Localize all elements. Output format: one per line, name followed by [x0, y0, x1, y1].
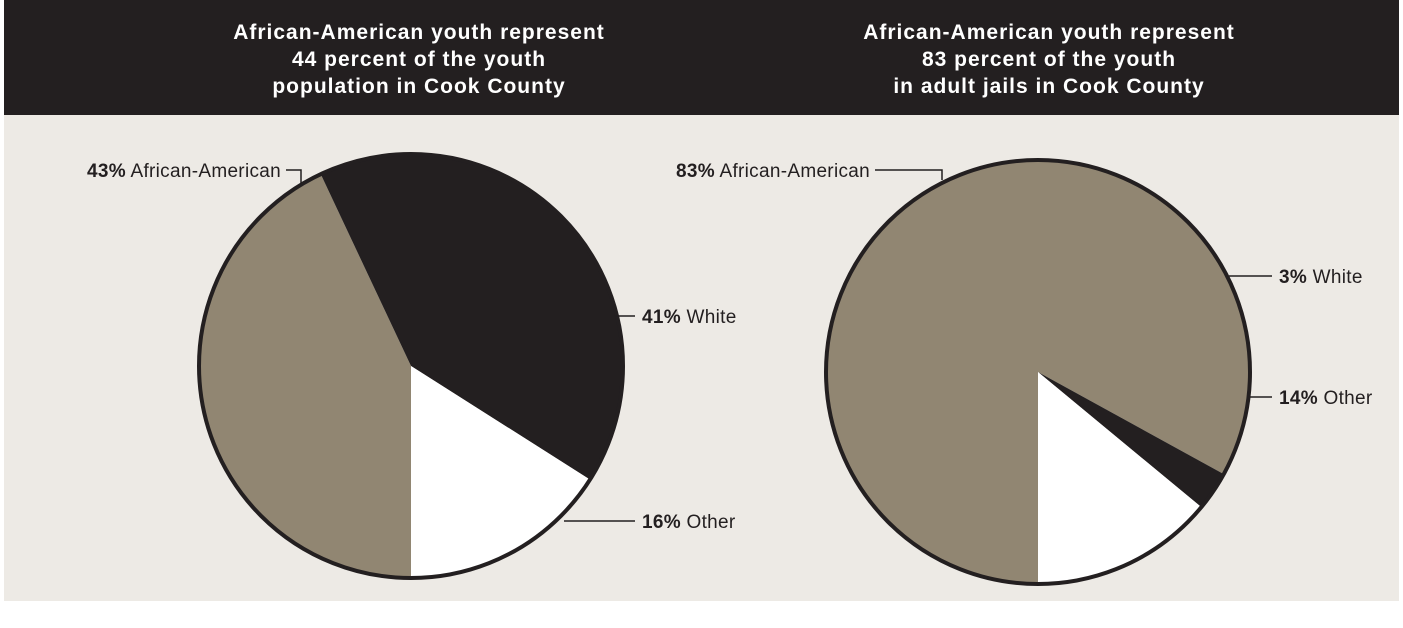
chart-1-slice-white	[320, 153, 624, 480]
pie-charts-svg: 43% African-American 41% White 16% Other 83…	[87, 152, 1373, 586]
chart-1-label-name: White	[681, 307, 737, 328]
chart-1-label-white: 41% White	[642, 307, 737, 328]
chart-1-label-pct: 41%	[642, 307, 681, 328]
chart-1-outline	[197, 152, 625, 580]
chart-1-title-line-3: population in Cook County	[272, 75, 566, 98]
chart-1-title-line-2: 44 percent of the youth	[291, 48, 547, 71]
chart-1-label-pct: 16%	[642, 512, 681, 533]
chart-1-label-african-american: 43% African-American	[87, 161, 281, 182]
chart-2-title: African-American youth represent 83 perc…	[739, 19, 1359, 100]
chart-1-label-other: 16% Other	[642, 512, 736, 533]
chart-2-label-pct: 14%	[1279, 388, 1318, 409]
chart-2-slice-white	[1038, 372, 1224, 508]
chart-2-label-pct: 3%	[1279, 267, 1307, 288]
chart-2-outline	[824, 158, 1252, 586]
chart-2-slice-other	[1038, 372, 1202, 584]
chart-2-slice-african-american	[826, 160, 1251, 584]
chart-1-slice-african-american	[199, 174, 411, 578]
infographic: African-American youth represent 44 perc…	[4, 0, 1399, 628]
chart-1-title: African-American youth represent 44 perc…	[109, 19, 729, 100]
chart-2-label-pct: 83%	[676, 161, 715, 182]
chart-2-title-line-3: in adult jails in Cook County	[893, 75, 1205, 98]
chart-2-title-line-2: 83 percent of the youth	[921, 48, 1177, 71]
chart-2-label-name: White	[1307, 267, 1363, 288]
chart-1-label-name: African-American	[126, 161, 281, 182]
chart-2-label-name: African-American	[715, 161, 870, 182]
chart-2-label-white: 3% White	[1279, 267, 1363, 288]
header-bar: African-American youth represent 44 perc…	[4, 0, 1399, 115]
chart-2-label-african-american: 83% African-American	[676, 161, 870, 182]
chart-1-label-name: Other	[681, 512, 736, 533]
chart-2-label-other: 14% Other	[1279, 388, 1373, 409]
chart-2-leader-african-american	[875, 169, 943, 180]
chart-1-title-line-1: African-American youth represent	[233, 21, 605, 44]
chart-1-slice-other	[411, 366, 590, 578]
chart-1-label-pct: 43%	[87, 161, 126, 182]
chart-2-label-name: Other	[1318, 388, 1373, 409]
chart-2-title-line-1: African-American youth represent	[863, 21, 1235, 44]
chart-1-leader-african-american	[286, 169, 302, 185]
